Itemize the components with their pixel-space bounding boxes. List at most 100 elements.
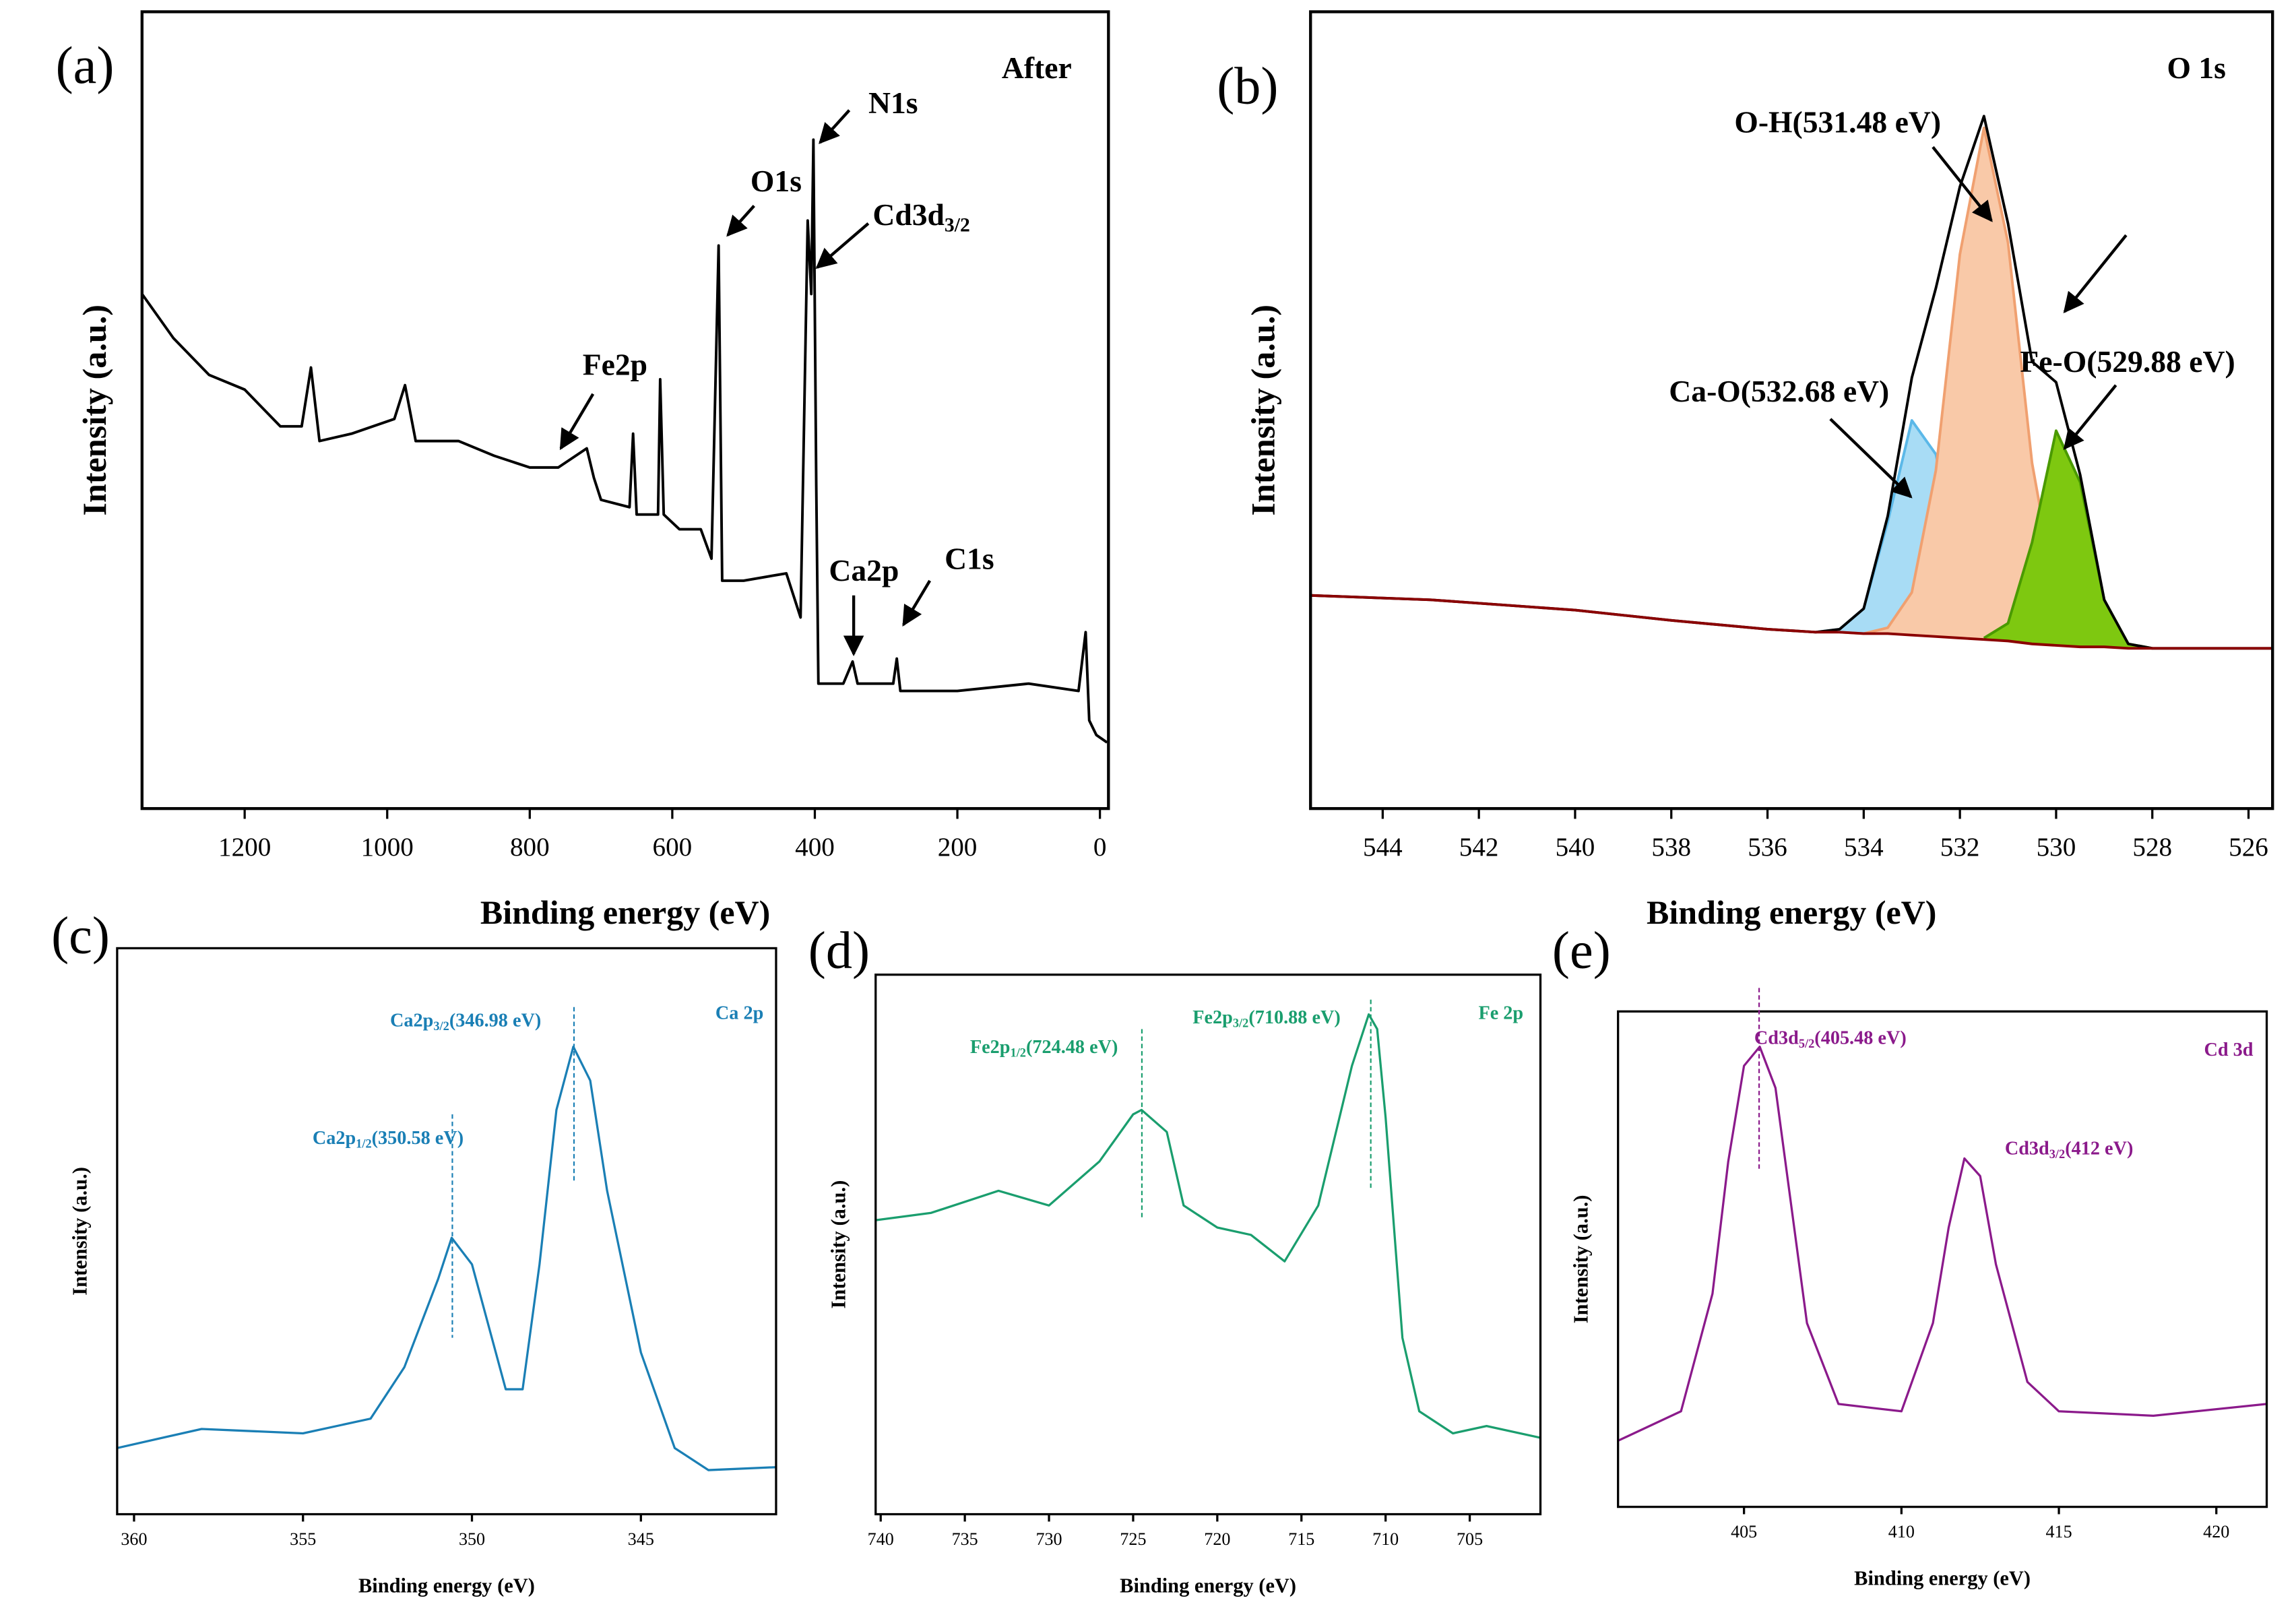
x-tick-label: 200 — [938, 833, 978, 862]
annotation-text: Fe-O(529.88 eV) — [2020, 344, 2235, 379]
arrow — [726, 205, 755, 237]
annotation-text: O 1s — [2167, 50, 2225, 84]
y-axis-label: Intensity (a.u.) — [1244, 305, 1282, 516]
annotation-text: (346.98 eV) — [449, 1010, 541, 1031]
x-tick-label: 410 — [1888, 1522, 1915, 1541]
plot-frame — [140, 10, 1110, 810]
x-tick-label: 0 — [1093, 833, 1107, 862]
x-tick-label: 1000 — [361, 833, 414, 862]
annotation-text: (710.88 eV) — [1248, 1007, 1340, 1028]
annotation-text: Cd 3d — [2204, 1040, 2254, 1060]
x-tick-label: 532 — [1940, 833, 1980, 862]
x-tick-label: 730 — [1035, 1529, 1062, 1549]
panel: (c) 360 355 350 345 Binding energy (eV) Intens… — [51, 905, 777, 1597]
arrow — [902, 579, 932, 627]
annotation: Fe 2p — [1478, 1003, 1523, 1023]
annotation-subscript: 3/2 — [1233, 1017, 1248, 1030]
annotation-text: Fe2p — [970, 1036, 1011, 1057]
x-tick-label: 715 — [1288, 1529, 1314, 1549]
y-axis-label: Intensity (a.u.) — [1570, 1195, 1593, 1324]
panel: (e) 405 410 415 420 Binding energy (eV) Intens… — [1552, 920, 2268, 1590]
spectrum-line — [141, 138, 1108, 744]
annotation-text: Cd3d — [872, 197, 945, 231]
annotation-text: Ca 2p — [715, 1003, 763, 1023]
x-tick-label: 720 — [1204, 1529, 1230, 1549]
x-tick-label: 710 — [1372, 1529, 1399, 1549]
annotation: Fe2p1/2(724.48 eV) — [970, 1036, 1118, 1059]
annotation: Ca2p1/2(350.58 eV) — [313, 1128, 464, 1151]
x-tick-label: 540 — [1556, 833, 1595, 862]
x-tick-label: 600 — [653, 833, 693, 862]
x-tick-label: 800 — [510, 833, 550, 862]
annotation: Ca2p3/2(346.98 eV) — [390, 1010, 541, 1033]
annotation-text: N1s — [868, 86, 918, 120]
spectrum-line — [1310, 594, 2273, 650]
annotation-text: After — [1002, 50, 1072, 84]
panel-label: (d) — [808, 920, 870, 979]
annotation-text: Fe2p — [583, 347, 647, 381]
panel-label: (a) — [56, 36, 115, 94]
annotation-subscript: 3/2 — [2049, 1147, 2065, 1161]
annotation: Ca 2p — [715, 1003, 763, 1023]
annotation: Ca-O(532.68 eV) — [1669, 373, 1889, 408]
annotation-text: C1s — [945, 541, 994, 575]
annotation: Cd3d3/2(412 eV) — [2005, 1138, 2134, 1161]
annotation: C1s — [945, 541, 994, 575]
annotation-text: Ca2p — [390, 1010, 433, 1031]
annotation: Cd3d5/2(405.48 eV) — [1754, 1027, 1907, 1050]
x-tick-label: 528 — [2132, 833, 2172, 862]
annotation-text: (412 eV) — [2065, 1138, 2133, 1159]
annotation-subscript: 1/2 — [1011, 1046, 1026, 1060]
plot-frame — [1309, 10, 2274, 810]
x-tick-label: 360 — [121, 1529, 147, 1549]
panel: (a) 1200 1000 800 600 400 200 0 Binding energy (… — [56, 10, 1110, 931]
annotation: Fe2p — [583, 347, 647, 381]
annotation: Ca2p — [829, 552, 899, 587]
spectrum-line — [1617, 1045, 2267, 1442]
annotation-text: O1s — [751, 163, 802, 197]
annotation: O-H(531.48 eV) — [1734, 104, 1941, 139]
plot-frame — [1617, 1010, 2268, 1508]
panel: (d) 740 735 730 725 720 715 710 705 Binding energ… — [808, 920, 1542, 1597]
x-tick-label: 355 — [290, 1529, 316, 1549]
arrow — [2063, 384, 2117, 450]
x-tick-label: 538 — [1651, 833, 1691, 862]
arrow — [2063, 234, 2128, 313]
x-tick-label: 542 — [1459, 833, 1499, 862]
annotation: Cd3d3/2 — [872, 197, 969, 236]
annotation: Cd 3d — [2204, 1040, 2254, 1060]
annotation: O1s — [751, 163, 802, 197]
x-tick-label: 740 — [868, 1529, 894, 1549]
panel-label: (e) — [1552, 920, 1611, 979]
panel: (b) 544 542 540 538 536 534 532 530 528 526 Binding… — [1217, 10, 2274, 931]
x-tick-label: 400 — [795, 833, 835, 862]
arrow — [819, 109, 851, 144]
y-axis-label: Intensity (a.u.) — [75, 305, 113, 516]
annotation: Fe2p3/2(710.88 eV) — [1192, 1007, 1341, 1030]
x-tick-label: 420 — [2203, 1522, 2229, 1541]
x-axis-label: Binding energy (eV) — [480, 893, 770, 931]
x-tick-label: 544 — [1363, 833, 1403, 862]
annotation: N1s — [868, 86, 918, 120]
annotation-text: Fe2p — [1192, 1007, 1233, 1028]
spectrum-line — [117, 1045, 777, 1471]
y-axis-label: Intensity (a.u.) — [827, 1180, 850, 1309]
spectrum-line — [875, 1013, 1541, 1439]
annotation: O 1s — [2167, 50, 2225, 84]
x-tick-label: 735 — [952, 1529, 978, 1549]
peak-area — [1983, 431, 2152, 649]
annotation-text: Ca-O(532.68 eV) — [1669, 373, 1889, 408]
x-tick-label: 405 — [1731, 1522, 1757, 1541]
x-axis-label: Binding energy (eV) — [358, 1574, 535, 1597]
x-axis-label: Binding energy (eV) — [1120, 1574, 1296, 1597]
annotation: Fe-O(529.88 eV) — [2020, 344, 2235, 379]
x-tick-label: 534 — [1844, 833, 1884, 862]
arrow — [1932, 146, 1993, 222]
x-tick-label: 526 — [2229, 833, 2268, 862]
x-tick-label: 415 — [2045, 1522, 2072, 1541]
plot-frame — [874, 974, 1542, 1516]
annotation-text: Cd3d — [1754, 1027, 1799, 1048]
annotation-subscript: 3/2 — [433, 1019, 449, 1033]
x-axis-label: Binding energy (eV) — [1854, 1567, 2031, 1590]
